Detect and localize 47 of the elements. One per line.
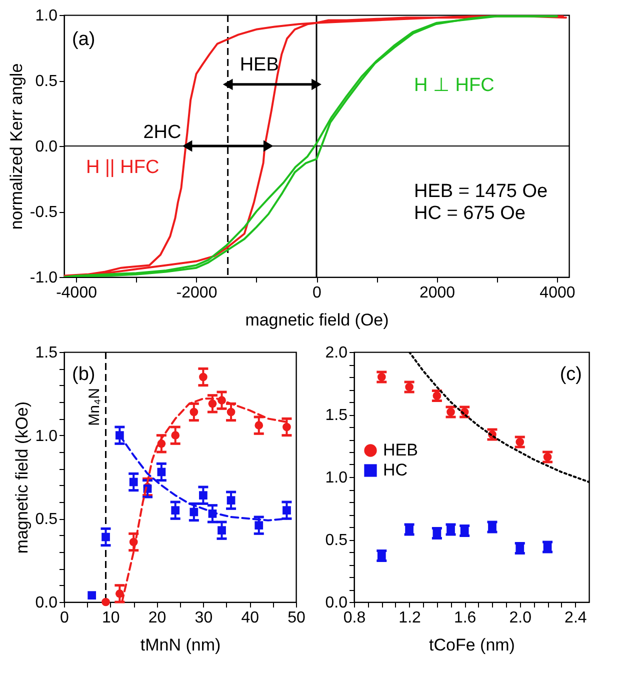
series-label: H || HFC (86, 157, 160, 178)
y-tick-label: 1.0 (35, 8, 58, 24)
x-tick-label: 20 (148, 610, 166, 626)
annotation: (a) (72, 29, 96, 50)
x-tick-label: 2000 (419, 284, 456, 302)
x-tick-label: 1.2 (398, 610, 422, 626)
x-tick-label: 10 (102, 610, 120, 626)
x-tick-label: 0 (312, 284, 322, 302)
annotation: 2HC (143, 122, 182, 143)
y-axis-title: magnetic field (kOe) (12, 401, 32, 554)
x-tick-label: 30 (194, 610, 213, 626)
x-tick-label: 4000 (540, 284, 576, 302)
y-tick-label: 0.0 (35, 138, 58, 156)
x-tick-label: 40 (241, 610, 260, 626)
x-tick-label: 2.0 (509, 610, 532, 626)
series-label: H ⊥ HFC (414, 75, 494, 96)
y-tick-label: -1.0 (30, 270, 58, 286)
x-axis-title: magnetic field (Oe) (245, 310, 389, 330)
y-tick-label: 0.0 (325, 594, 348, 612)
x-axis-title: tMnN (nm) (140, 636, 221, 654)
legend-label: HC (383, 460, 408, 480)
y-tick-label: 1.0 (35, 428, 58, 445)
annotation: HEB = 1475 Oe (414, 181, 548, 202)
x-tick-label: 0 (60, 610, 70, 626)
x-axis-title: tCoFe (nm) (429, 636, 515, 654)
x-tick-label: -4000 (56, 284, 98, 302)
y-tick-label: 0.5 (35, 511, 58, 528)
y-tick-label: 0.5 (35, 73, 58, 90)
y-tick-label: -0.5 (30, 204, 58, 221)
annotation: HC = 675 Oe (414, 203, 526, 224)
ref-line-label: Mn₄N (86, 388, 103, 426)
x-tick-label: 1.6 (454, 610, 476, 626)
legend-label: HEB (383, 440, 418, 460)
y-tick-label: 1.5 (35, 344, 58, 362)
x-tick-label: -2000 (176, 284, 218, 302)
y-tick-label: 2.0 (325, 344, 348, 362)
annotation: (b) (72, 364, 96, 385)
y-axis-title: normalized Kerr angle (6, 63, 26, 230)
y-tick-label: 1.0 (325, 470, 348, 486)
x-tick-label: 50 (288, 610, 306, 626)
y-tick-label: 0.5 (325, 532, 348, 549)
y-tick-label: 0.0 (35, 594, 58, 612)
x-tick-label: 2.4 (564, 610, 587, 626)
x-tick-label: 0.8 (343, 610, 366, 626)
y-tick-label: 1.5 (325, 407, 348, 424)
annotation: HEB (240, 54, 279, 76)
annotation: (c) (560, 364, 582, 385)
